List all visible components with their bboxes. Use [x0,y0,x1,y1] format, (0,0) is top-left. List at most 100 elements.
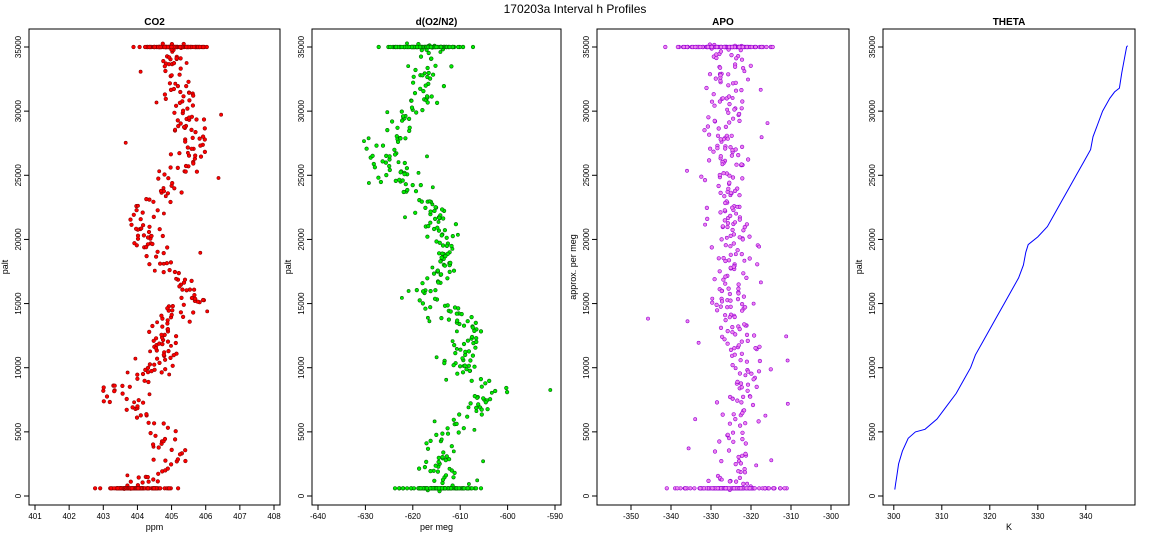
apo-data-point [712,449,718,454]
do2n2-data-point [413,67,418,73]
apo-data-point [709,99,715,104]
apo-data-point [714,400,720,405]
do2n2-data-point [439,272,444,277]
apo-data-point [758,87,763,92]
do2n2-data-point [452,343,457,348]
apo-data-point [755,262,760,267]
co2-data-point [156,176,161,181]
co2-data-point [176,123,181,129]
co2-data-point [201,117,207,122]
co2-data-point [178,89,183,95]
apo-data-point [739,252,744,257]
co2-data-point [146,479,151,484]
do2n2-data-point [435,225,440,230]
co2-data-point [146,379,151,385]
co2-data-point [146,229,152,235]
apo-data-point [686,446,691,451]
co2-data-point [182,277,188,282]
do2n2-data-point [387,167,392,173]
apo-data-point [693,417,698,422]
apo-data-point [742,322,747,327]
do2n2-panel: d(O2/N2) -640 -630 -620 -610 -600 -590 0 5000 100… [283,17,564,532]
apo-data-point [727,436,731,441]
co2-data-point [175,165,180,170]
apo-data-point [727,315,732,320]
do2n2-data-point [473,320,478,326]
do2n2-data-point [427,319,432,324]
co2-data-point [154,100,159,105]
do2n2-data-point [400,178,405,183]
apo-data-point [731,241,736,246]
do2n2-data-point [395,125,400,130]
co2-data-point [179,190,184,195]
co2-data-point [166,176,171,181]
co2-data-point [168,355,173,361]
co2-data-point [178,121,183,126]
apo-data-point [739,162,744,167]
do2n2-data-point [426,50,431,56]
do2n2-data-point [380,143,386,148]
do2n2-data-point [436,280,441,285]
do2n2-data-point [444,235,449,240]
apo-data-point [736,282,741,287]
do2n2-data-point [422,71,427,76]
apo-data-point [720,224,725,229]
do2n2-data-point [454,329,459,334]
do2n2-data-point [493,388,498,394]
theta-y-tick-label: 30000 [868,99,877,122]
co2-data-point [120,383,125,389]
do2n2-y-axis-label: palt [283,259,293,274]
co2-data-point [170,181,175,186]
co2-data-point [144,254,149,259]
do2n2-data-point [437,240,442,245]
do2n2-data-point [440,455,445,460]
apo-data-point [737,371,743,376]
do2n2-data-point [451,449,456,454]
apo-data-point [740,176,745,181]
do2n2-data-point [370,153,375,158]
co2-data-point [198,250,203,255]
do2n2-data-point [472,394,477,399]
do2n2-data-point [504,385,509,391]
do2n2-data-point [434,432,439,438]
do2n2-data-point [457,412,462,417]
apo-data-point [727,180,732,185]
do2n2-data-point [442,263,448,268]
apo-data-point [722,218,727,223]
co2-data-point [175,118,180,123]
do2n2-data-point [442,361,447,366]
co2-data-point [124,407,129,412]
theta-series-line [894,45,1128,490]
apo-data-point [692,486,697,491]
apo-data-point [735,204,740,209]
apo-data-point [730,205,735,210]
do2n2-data-point [418,486,423,491]
do2n2-data-point [432,208,437,213]
co2-y-tick-label: 5000 [14,422,23,440]
do2n2-data-point [454,421,459,427]
co2-data-point [135,372,140,377]
co2-data-point [135,376,140,381]
do2n2-data-point [474,339,479,345]
apo-data-point [739,57,745,62]
do2n2-data-point [431,271,437,276]
apo-data-point [726,94,732,99]
apo-data-point [705,124,711,129]
co2-data-point [166,349,171,354]
co2-data-point [183,169,188,174]
do2n2-data-point [472,364,477,369]
apo-data-point [718,137,723,142]
co2-data-point [159,370,164,375]
co2-y-tick-label: 20000 [14,228,23,251]
apo-data-point [752,486,757,491]
co2-data-point [183,139,188,144]
apo-data-point [718,190,723,195]
apo-data-point [719,299,725,304]
apo-data-point [714,44,719,50]
co2-data-point [193,153,198,158]
co2-data-point [137,44,142,50]
do2n2-data-point [405,41,409,46]
co2-y-tick-label: 0 [14,493,23,498]
co2-data-point [173,429,178,434]
